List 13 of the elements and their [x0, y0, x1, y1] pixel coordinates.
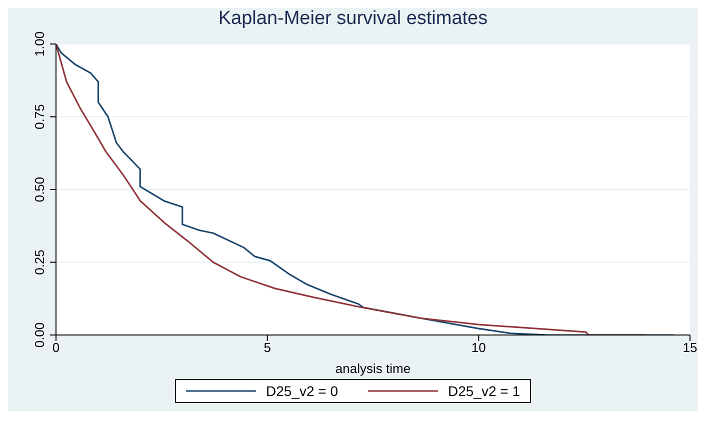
- legend-label: D25_v2 = 0: [265, 383, 338, 399]
- y-tick-label: 0.50: [32, 176, 47, 202]
- y-tick-label: 0.00: [32, 322, 47, 348]
- x-tick-label: 5: [264, 340, 271, 356]
- x-axis-title: analysis time: [335, 361, 411, 376]
- chart-title: Kaplan-Meier survival estimates: [217, 8, 489, 29]
- y-tick-label: 1.00: [32, 31, 47, 57]
- y-tick-label: 0.75: [32, 104, 47, 130]
- x-tick-label: 0: [52, 340, 60, 356]
- x-tick-label: 15: [682, 340, 698, 356]
- legend-label: D25_v2 = 1: [447, 383, 520, 399]
- y-tick-label: 0.25: [32, 250, 47, 275]
- x-tick-label: 10: [471, 340, 486, 356]
